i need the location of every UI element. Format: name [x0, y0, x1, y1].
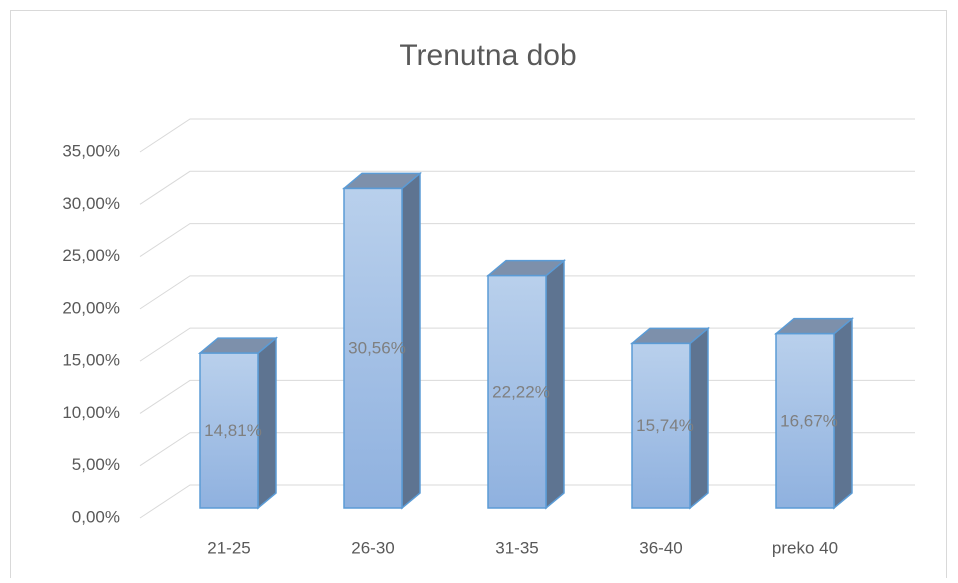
x-tick-label: preko 40 — [772, 538, 838, 557]
bar — [487, 274, 547, 509]
y-tick-label: 0,00% — [72, 507, 120, 526]
y-tick-label: 20,00% — [62, 298, 120, 317]
y-tick-label: 15,00% — [62, 351, 120, 370]
bar — [343, 187, 403, 509]
data-label: 22,22% — [492, 382, 550, 401]
bar — [199, 352, 259, 509]
y-tick-label: 35,00% — [62, 141, 120, 160]
data-label: 15,74% — [636, 416, 694, 435]
grid-line — [139, 223, 915, 257]
x-tick-label: 26-30 — [351, 538, 394, 557]
y-tick-label: 30,00% — [62, 194, 120, 213]
y-tick-label: 25,00% — [62, 246, 120, 265]
bar — [631, 342, 691, 509]
y-tick-label: 5,00% — [72, 455, 120, 474]
bar — [775, 332, 835, 509]
x-tick-label: 36-40 — [639, 538, 682, 557]
data-label: 16,67% — [780, 411, 838, 430]
y-tick-label: 10,00% — [62, 403, 120, 422]
grid-line — [139, 170, 915, 205]
x-tick-label: 21-25 — [207, 538, 250, 557]
data-label: 30,56% — [348, 339, 406, 358]
data-label: 14,81% — [204, 421, 262, 440]
grid-line — [139, 118, 915, 153]
x-tick-label: 31-35 — [495, 538, 538, 557]
chart-title: Trenutna dob — [399, 39, 576, 72]
grid-line — [139, 275, 915, 310]
